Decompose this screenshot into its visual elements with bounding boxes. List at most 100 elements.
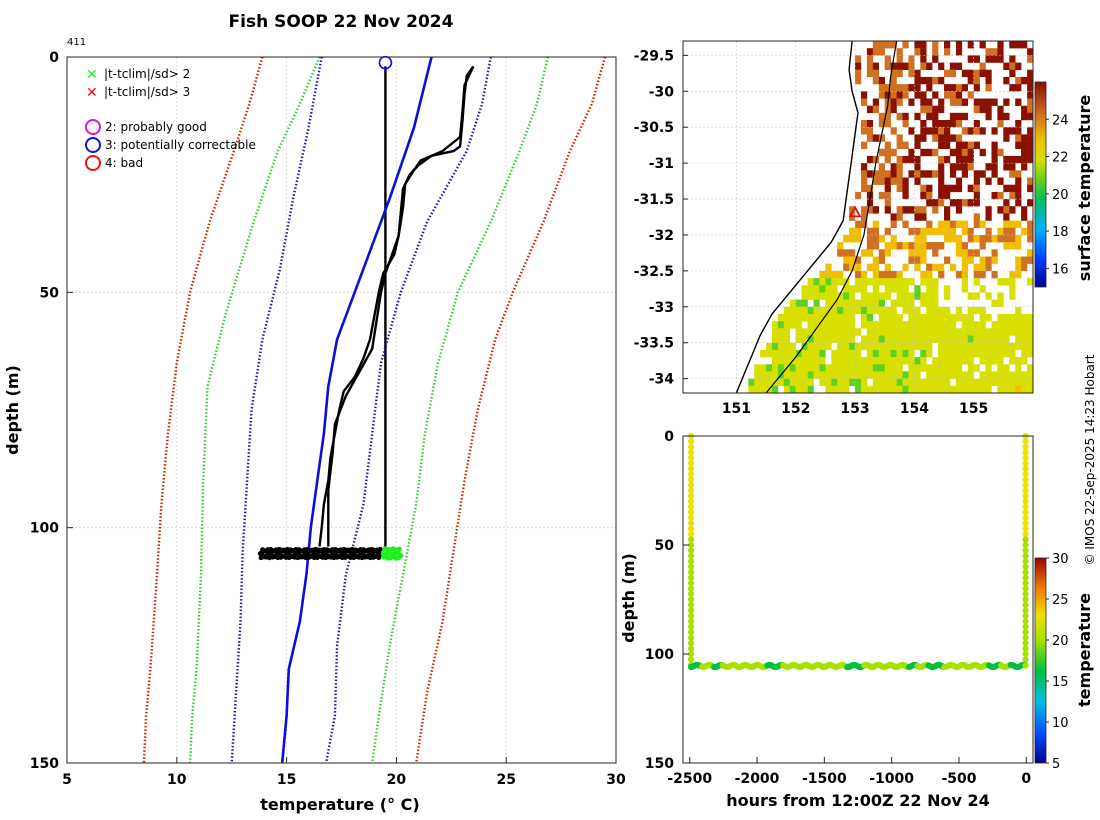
ascent-sample: [1022, 454, 1029, 461]
sst-cell: [973, 306, 980, 315]
sst-cell: [748, 385, 755, 393]
sst-cell: [872, 41, 879, 49]
ascent-sample: [1022, 656, 1029, 663]
sst-cell: [1021, 385, 1028, 393]
sst-cell: [914, 213, 921, 221]
sst-cell: [985, 76, 992, 85]
sst-cell: [902, 112, 909, 121]
sst-cell: [973, 335, 980, 343]
sst-cell: [914, 328, 921, 336]
sst-cell: [955, 155, 963, 164]
sst-cell: [866, 263, 874, 272]
sst-cell: [949, 199, 957, 207]
sst-cell: [861, 342, 868, 351]
sst-cell: [890, 357, 897, 365]
coastline: [735, 41, 859, 393]
sst-cell: [1021, 314, 1028, 322]
sst-colorbar: [1034, 81, 1047, 288]
sst-cell: [884, 155, 891, 164]
sst-cell: [849, 263, 856, 272]
sst-cell: [938, 342, 945, 351]
sst-cell: [878, 256, 885, 264]
sst-cell: [902, 357, 909, 365]
sst-cell: [914, 170, 921, 178]
sst-cell: [1015, 170, 1022, 178]
sst-cell: [896, 299, 903, 307]
sst-cell: [938, 378, 945, 386]
sst-cell: [1021, 112, 1028, 121]
sst-cell: [861, 378, 868, 386]
sst-cell: [890, 342, 897, 351]
sst-cell: [861, 177, 868, 185]
sst-cell: [878, 349, 885, 358]
sst-cell: [938, 328, 945, 336]
ascent-sample: [1022, 449, 1029, 456]
sst-cell: [807, 371, 814, 379]
sst-cell: [878, 357, 885, 365]
sst-cell: [777, 314, 785, 322]
sst-cell: [807, 314, 814, 322]
sst-cell: [872, 256, 879, 264]
sst-cell: [914, 371, 921, 379]
sst-cell: [914, 227, 921, 236]
sst-cell: [872, 134, 879, 142]
sst-cell: [955, 163, 963, 171]
sst-cell: [866, 105, 874, 114]
sst-cell: [766, 364, 773, 372]
sst-cell: [1027, 127, 1033, 135]
sst-cell: [872, 378, 879, 386]
sst-cell: [920, 292, 927, 300]
sst-cell: [890, 127, 897, 135]
sst-cell: [813, 335, 820, 343]
sst-cell: [819, 278, 826, 286]
sst-cell: [766, 349, 773, 358]
sst-cell: [866, 371, 874, 379]
sst-cell: [961, 357, 968, 365]
sst-cell: [1015, 76, 1022, 85]
sst-cell: [979, 105, 986, 114]
sst-cell: [997, 349, 1004, 358]
sst-cell: [955, 41, 963, 49]
sst-cell: [849, 235, 856, 243]
sst-cell: [955, 220, 963, 228]
sst-cell: [961, 69, 968, 78]
sst-cell: [825, 306, 832, 315]
sst-cell: [1015, 127, 1022, 135]
sst-cell: [884, 148, 891, 157]
sst-cell: [920, 235, 927, 243]
sst-cell: [1015, 342, 1022, 351]
sst-cell: [896, 278, 903, 286]
sst-cell: [997, 55, 1004, 63]
map-x-tick-label: 151: [722, 401, 751, 417]
sst-cell: [926, 385, 933, 393]
sst-cell: [967, 342, 974, 351]
sst-cell: [997, 314, 1004, 322]
sst-cell: [914, 84, 921, 92]
sst-cell: [777, 342, 785, 351]
sst-cell: [1003, 349, 1010, 358]
sst-cell: [938, 306, 945, 315]
sst-cell: [1003, 314, 1010, 322]
sst-cell: [914, 134, 921, 142]
map-ticks: 151 152 153 154 155 -29.5 -30 -30.5 -31 -31.5 -32 -…: [634, 48, 989, 417]
ascent-sample: [1022, 520, 1029, 527]
sst-cell: [902, 349, 909, 358]
sst-cell: [783, 357, 790, 365]
sst-cell: [914, 91, 921, 99]
time-y-tick-label: 100: [645, 647, 674, 663]
sst-cell: [789, 371, 796, 379]
sst-cell: [967, 69, 974, 78]
sst-cell: [979, 306, 986, 315]
sst-cell: [979, 328, 986, 336]
flag2-cross-icon: ✕: [86, 67, 98, 83]
sst-cell: [967, 163, 974, 171]
sst-cell: [944, 357, 951, 365]
descent-sample: [687, 574, 695, 581]
sst-cell: [772, 321, 779, 329]
sst-cell: [807, 342, 814, 351]
sst-cell: [908, 84, 915, 92]
sst-cell: [1003, 199, 1010, 207]
sst-cell: [855, 263, 862, 272]
sst-cell: [843, 342, 850, 351]
descent-sample: [687, 634, 695, 641]
